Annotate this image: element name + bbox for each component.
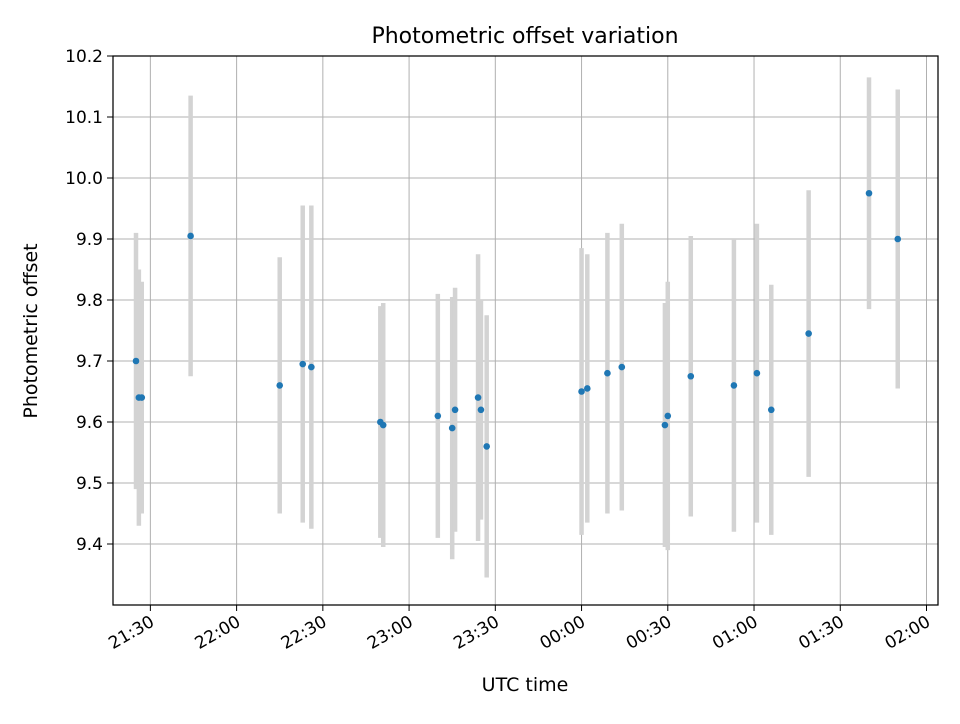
y-tick-label: 9.7 — [76, 352, 103, 372]
data-point — [664, 412, 672, 420]
data-point — [894, 235, 902, 243]
data-point-layer — [132, 189, 902, 450]
data-point — [753, 369, 761, 377]
data-point — [448, 424, 456, 432]
data-point — [584, 385, 591, 392]
data-point — [578, 388, 585, 395]
y-tick-label: 10.0 — [65, 169, 103, 189]
y-tick-label: 9.4 — [76, 535, 103, 555]
y-tick-label: 9.8 — [76, 291, 103, 311]
data-point — [308, 363, 315, 371]
data-point — [618, 363, 626, 371]
data-point — [451, 406, 459, 414]
data-point — [276, 382, 284, 389]
y-tick-label: 10.2 — [65, 47, 103, 67]
data-point — [379, 421, 387, 429]
y-tick-label: 9.9 — [76, 230, 103, 250]
data-point — [483, 443, 490, 450]
y-axis-label: Photometric offset — [20, 243, 42, 418]
plot-frame — [112, 55, 939, 606]
data-point — [865, 189, 873, 197]
y-tick-label: 10.1 — [65, 108, 103, 128]
data-point — [299, 360, 307, 368]
x-axis-label: UTC time — [482, 674, 569, 696]
data-point — [687, 372, 695, 380]
data-point — [805, 330, 812, 337]
data-point — [661, 421, 669, 429]
data-point — [767, 406, 775, 414]
data-point — [187, 232, 194, 240]
y-tick-label: 9.5 — [76, 474, 103, 494]
chart-title: Photometric offset variation — [371, 24, 678, 49]
data-point — [138, 394, 146, 401]
data-point — [434, 412, 442, 420]
data-point — [474, 394, 482, 401]
data-point — [730, 382, 738, 389]
data-point — [132, 357, 140, 365]
data-point — [477, 406, 485, 414]
y-tick-label: 9.6 — [76, 413, 103, 433]
data-point — [604, 369, 611, 377]
